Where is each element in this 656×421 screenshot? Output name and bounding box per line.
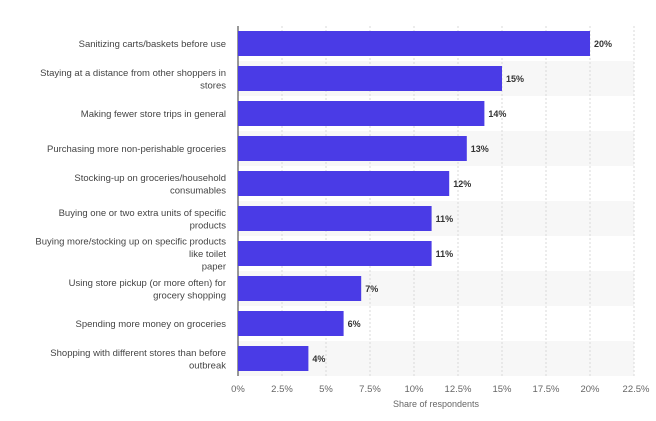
category-label: Sanitizing carts/baskets before use (79, 39, 226, 50)
bar (238, 171, 450, 196)
bar (238, 276, 362, 301)
value-label: 4% (312, 354, 325, 364)
x-tick-label: 22.5% (623, 384, 650, 395)
value-label: 15% (506, 74, 524, 84)
category-label: Spending more money on groceries (75, 319, 226, 330)
value-label: 11% (436, 214, 454, 224)
x-tick-label: 20% (580, 384, 600, 395)
bar (238, 136, 467, 161)
x-tick-label: 17.5% (533, 384, 560, 395)
value-label: 12% (453, 179, 471, 189)
bar (238, 311, 344, 336)
category-label: Shopping with different stores than befo… (50, 348, 226, 372)
value-label: 20% (594, 39, 612, 49)
x-tick-label: 2.5% (271, 384, 293, 395)
bar (238, 31, 590, 56)
category-label: Making fewer store trips in general (81, 109, 226, 120)
x-tick-label: 5% (319, 384, 333, 395)
category-label: Purchasing more non-perishable groceries (47, 144, 226, 155)
category-label: Buying one or two extra units of specifi… (59, 208, 227, 232)
bar (238, 101, 485, 126)
value-labels: 20% 15% 14% 13% 12% 11% 11% 7% 6% 4% (312, 39, 612, 364)
category-label: Staying at a distance from other shopper… (40, 68, 226, 92)
x-axis-title: Share of respondents (393, 399, 480, 409)
bars (238, 31, 590, 371)
x-tick-label: 0% (231, 384, 245, 395)
value-label: 7% (365, 284, 378, 294)
category-labels: Sanitizing carts/baskets before use Stayi… (35, 39, 226, 371)
category-label: Stocking-up on groceries/household consum… (74, 173, 226, 197)
x-tick-label: 15% (492, 384, 512, 395)
category-label: Using store pickup (or more often) for gr… (69, 278, 226, 302)
value-label: 13% (471, 144, 489, 154)
value-label: 6% (348, 319, 361, 329)
category-label: Buying more/stocking up on specific prod… (35, 237, 226, 273)
x-tick-label: 7.5% (359, 384, 381, 395)
bar (238, 66, 502, 91)
x-tick-labels: 0% 2.5% 5% 7.5% 10% 12.5% 15% 17.5% 20% 22.5% (231, 384, 650, 395)
bar (238, 346, 309, 371)
value-label: 14% (488, 109, 506, 119)
bar (238, 206, 432, 231)
x-tick-label: 12.5% (445, 384, 472, 395)
x-tick-label: 10% (404, 384, 424, 395)
bar (238, 241, 432, 266)
value-label: 11% (436, 249, 454, 259)
